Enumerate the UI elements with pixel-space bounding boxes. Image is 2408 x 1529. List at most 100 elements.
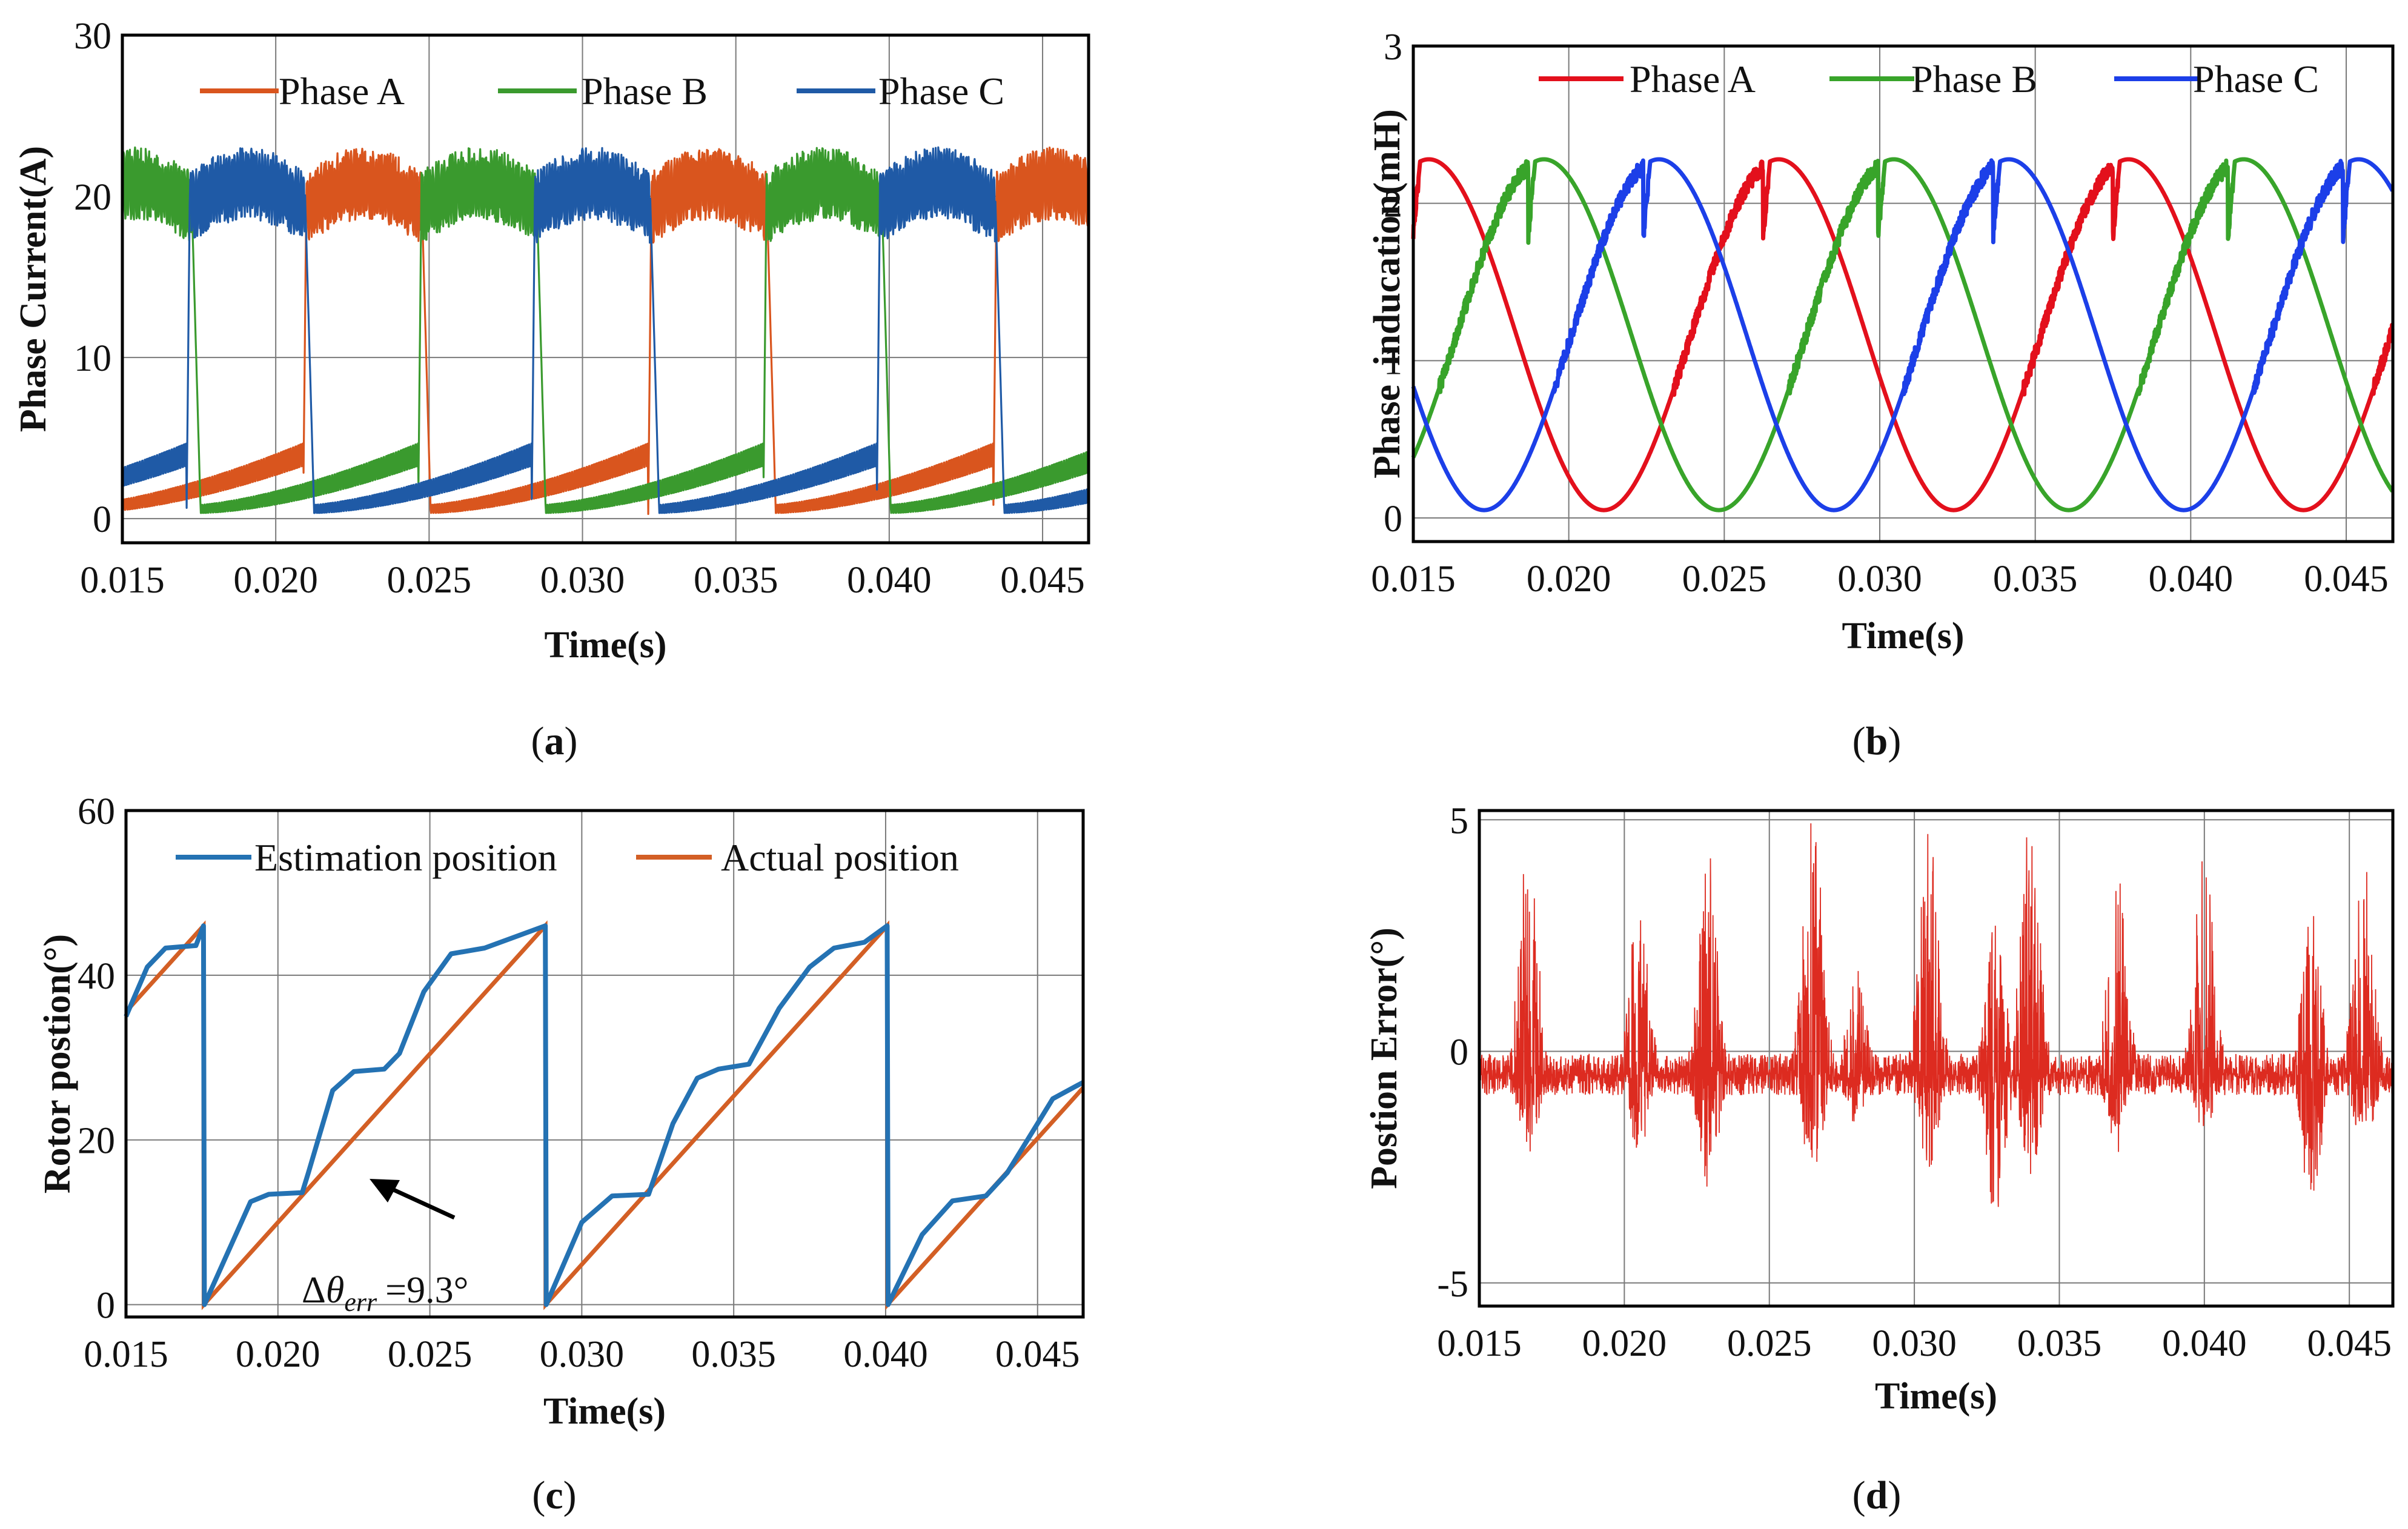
panel-d-ytick: 5 [1450,800,1468,841]
series-position-error [1479,823,2393,1207]
panel-c-xticks: 0.015 0.020 0.025 0.030 0.035 0.040 0.04… [84,1334,1080,1375]
panel-c-xtick: 0.030 [540,1334,625,1375]
panel-b-xtick: 0.045 [2304,559,2389,600]
panel-c-xtick: 0.020 [236,1334,320,1375]
panel-a-xtick: 0.015 [80,560,165,601]
panel-c-caption: (c) [532,1473,576,1517]
legend-label-phase-b: Phase B [1911,58,2037,101]
panel-b-caption-letter: b [1866,719,1888,763]
panel-c-xlabel: Time(s) [543,1391,666,1432]
series-phase-a [122,146,1090,516]
panel-d-yticks: -5 0 5 [1437,800,1468,1304]
panel-c-yticks: 0 20 40 60 [78,791,115,1327]
panel-a-xtick: 0.035 [694,560,778,601]
series-phase-c [1411,157,2395,512]
panel-d-frame [1478,809,2395,1308]
panel-c: 0.015 0.020 0.025 0.030 0.035 0.040 0.04… [37,791,1085,1517]
panel-c-frame [124,809,1085,1319]
panel-b-xlabel: Time(s) [1842,615,1964,657]
panel-b-ytick: 0 [1384,499,1402,540]
panel-b-grid [1413,45,2393,542]
panel-c-ylabel: Rotor postion(°) [37,934,78,1193]
panel-b-legend: Phase A Phase B Phase C [1539,58,2319,101]
legend-label-phase-b: Phase B [582,70,708,113]
panel-a-frame [121,33,1090,545]
series-phase-a [1411,157,2395,512]
panel-d-ytick: -5 [1437,1264,1468,1305]
panel-a-xtick: 0.040 [847,560,932,601]
panel-d-ylabel: Postion Error(°) [1364,927,1405,1189]
panel-a-ytick: 20 [74,177,111,218]
panel-b-xtick: 0.015 [1371,559,1456,600]
series-actual-position [124,920,1085,1310]
panel-c-ytick: 40 [78,956,115,997]
panel-c-xtick: 0.045 [995,1334,1080,1375]
panel-a-xtick: 0.045 [1000,560,1085,601]
series-estimation-position [124,923,1084,1307]
panel-b-caption: (b) [1852,719,1902,763]
annotation-text: Δθerr =9.3° [302,1270,468,1317]
legend-label-phase-c: Phase C [2193,58,2319,101]
annotation-subscript: err [344,1287,377,1317]
panel-c-ytick: 20 [78,1121,115,1162]
panel-a-ylabel: Phase Current(A) [13,146,54,432]
panel-d-xtick: 0.045 [2307,1323,2392,1364]
panel-b-ytick: 3 [1384,27,1402,68]
panel-b-xtick: 0.035 [1993,559,2078,600]
series-phase-c [122,146,1089,514]
legend-label-phase-a: Phase A [279,70,405,113]
panel-d-xtick: 0.040 [2162,1323,2247,1364]
panel-a-ytick: 10 [74,338,111,379]
panel-d-plot [1479,823,2393,1207]
panel-a-xtick: 0.020 [233,560,318,601]
panel-b-ytick: 1 [1384,341,1402,382]
panel-c-legend: Estimation position Actual position [176,836,959,879]
legend-label-phase-a: Phase A [1630,58,1756,101]
panel-a-caption-letter: a [545,719,565,763]
panel-b-xticks: 0.015 0.020 0.025 0.030 0.035 0.040 0.04… [1371,559,2389,600]
panel-b-xtick: 0.025 [1682,559,1767,600]
panel-b-xtick: 0.020 [1527,559,1611,600]
legend-label-actual: Actual position [721,836,959,879]
panel-d-caption: (d) [1852,1473,1902,1517]
panel-c-xtick: 0.035 [691,1334,776,1375]
annotation-value: =9.3° [385,1270,468,1311]
series-phase-b [121,146,1089,514]
panel-c-caption-letter: c [545,1473,563,1517]
panel-d-caption-letter: d [1866,1473,1888,1517]
panel-d-xtick: 0.015 [1437,1323,1522,1364]
panel-a-yticks: 0 10 20 30 [74,16,111,540]
panel-b-ylabel: Phase inducation(mH) [1367,109,1408,479]
annotation-arrowhead [370,1179,400,1202]
panel-b-xtick: 0.030 [1837,559,1922,600]
panel-a-caption: (a) [531,719,578,763]
panel-a-ytick: 30 [74,16,111,57]
panel-d-xtick: 0.020 [1582,1323,1667,1364]
panel-c-xtick: 0.025 [388,1334,473,1375]
panel-c-ytick: 60 [78,791,115,832]
legend-label-estimation: Estimation position [254,836,557,879]
panel-c-xtick: 0.015 [84,1334,168,1375]
panel-a-xtick: 0.025 [387,560,472,601]
panel-d-xlabel: Time(s) [1875,1376,1997,1417]
annotation-delta: Δ [302,1270,326,1311]
panel-d-ytick: 0 [1450,1032,1468,1073]
panel-a-legend: Phase A Phase B Phase C [200,70,1004,113]
legend-label-phase-c: Phase C [878,70,1004,113]
series-phase-b [1411,157,2395,512]
panel-b-frame [1411,44,2395,543]
panel-d-xticks: 0.015 0.020 0.025 0.030 0.035 0.040 0.04… [1437,1323,2392,1364]
panel-a-xticks: 0.015 0.020 0.025 0.030 0.035 0.040 0.04… [80,560,1085,601]
panel-b-yticks: 0 1 2 3 [1384,27,1402,540]
panel-d-xtick: 0.035 [2017,1323,2102,1364]
panel-a-plot [121,146,1090,516]
annotation-theta: θ [326,1270,344,1311]
panel-c-xtick: 0.040 [843,1334,928,1375]
panel-a-xtick: 0.030 [540,560,625,601]
panel-b: 0.015 0.020 0.025 0.030 0.035 0.040 0.04… [1367,27,2395,763]
panel-d: 0.015 0.020 0.025 0.030 0.035 0.040 0.04… [1364,800,2395,1517]
panel-b-xtick: 0.040 [2149,559,2234,600]
panel-d-xtick: 0.030 [1872,1323,1957,1364]
panel-b-ytick: 2 [1384,184,1402,225]
